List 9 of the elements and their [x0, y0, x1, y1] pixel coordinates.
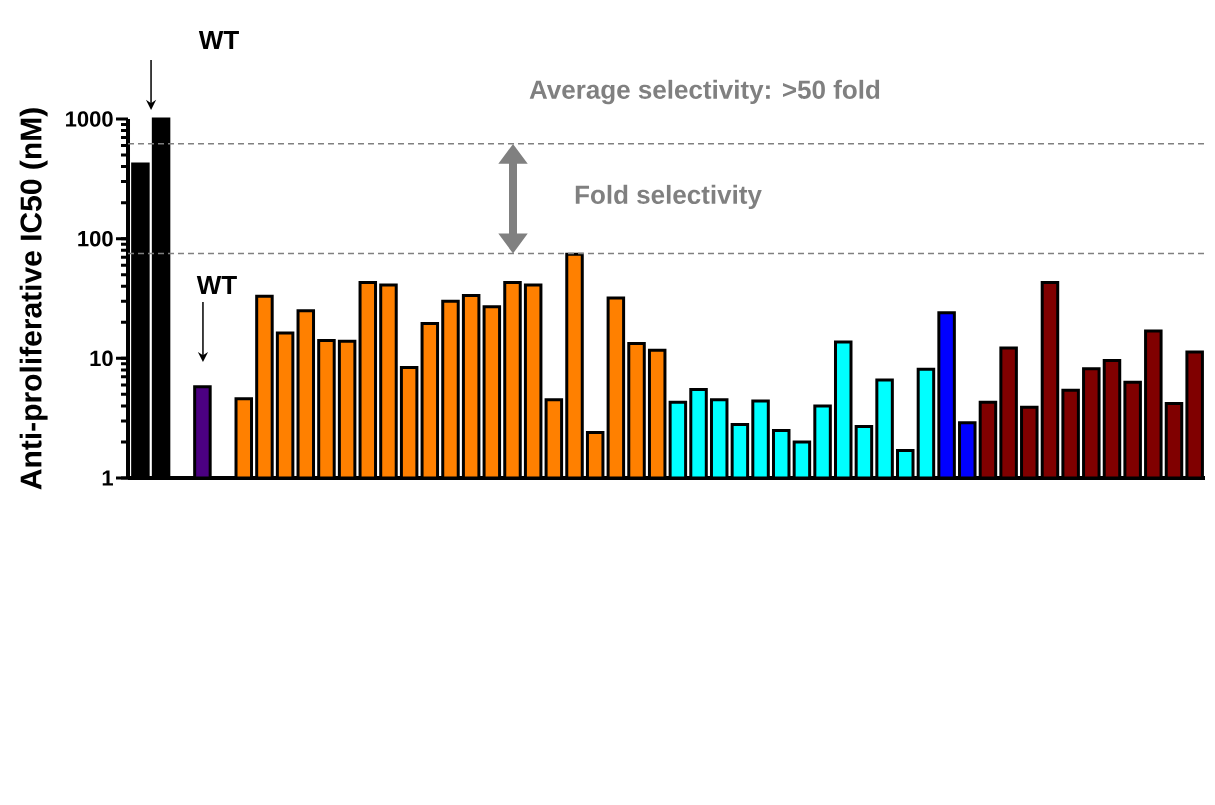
annotation: Fold selectivity [575, 184, 762, 210]
annotation: WT [196, 276, 237, 294]
y-tick-label: 100 [78, 230, 113, 247]
text: Average selectivity: >50 fold [529, 79, 880, 105]
text: WT [198, 31, 239, 49]
y-tick-label: 1000 [66, 111, 113, 127]
y-tick-label: 10 [90, 350, 113, 367]
y-tick-label: 1 [102, 470, 113, 486]
y-axis-title: Anti-proliferative IC50 (nM) [19, 108, 48, 490]
